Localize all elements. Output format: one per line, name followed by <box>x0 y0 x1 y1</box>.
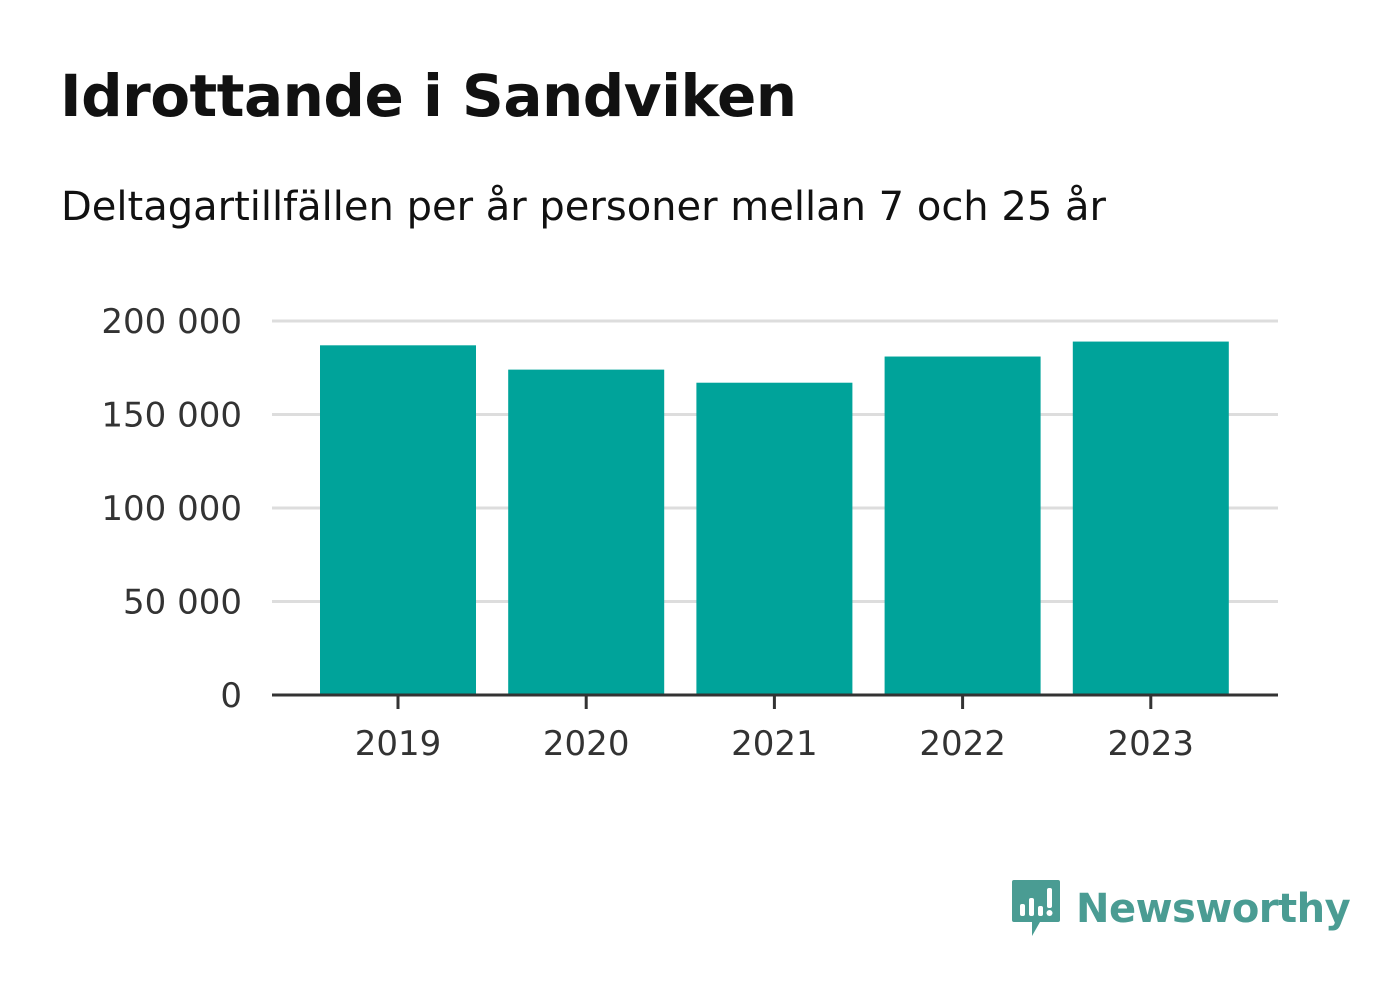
newsworthy-logo-icon <box>1012 880 1060 936</box>
bar <box>884 356 1041 695</box>
chart-subtitle: Deltagartillfällen per år personer mella… <box>61 184 1106 230</box>
y-tick-label: 100 000 <box>101 489 242 529</box>
bar <box>320 345 476 695</box>
y-tick-label: 150 000 <box>101 396 242 436</box>
y-tick-label: 200 000 <box>101 302 242 342</box>
x-tick-label: 2022 <box>919 724 1006 764</box>
x-tick-label: 2019 <box>355 724 442 764</box>
newsworthy-logo-text: Newsworthy <box>1076 886 1351 932</box>
x-tick-label: 2023 <box>1108 724 1195 764</box>
y-tick-label: 50 000 <box>123 583 242 623</box>
chart-title: Idrottande i Sandviken <box>60 62 797 130</box>
bar <box>508 369 665 695</box>
newsworthy-logo: Newsworthy <box>1010 878 1351 940</box>
bar <box>1072 341 1229 695</box>
bar <box>696 382 853 695</box>
x-tick-label: 2021 <box>731 724 818 764</box>
x-tick-label: 2020 <box>543 724 630 764</box>
y-tick-label: 0 <box>220 676 242 716</box>
